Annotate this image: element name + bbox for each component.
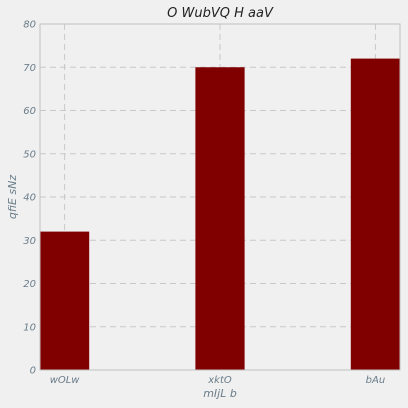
y-tick-label: 70 — [23, 63, 36, 74]
y-tick-label: 20 — [23, 279, 36, 290]
plot-frame — [39, 23, 401, 371]
y-tick-label: 60 — [23, 106, 36, 117]
y-tick-label: 80 — [23, 20, 36, 31]
bar-xktO — [195, 67, 245, 370]
y-tick-label: 50 — [23, 149, 36, 160]
y-axis-label: qfiE sNz — [6, 175, 19, 219]
y-tick-labels: 0 10 20 30 40 50 60 70 80 — [23, 20, 36, 377]
bar-bAu — [350, 58, 400, 370]
y-tick-label: 10 — [23, 322, 36, 333]
x-tick-label: wOLw — [50, 375, 81, 386]
bars — [40, 58, 400, 370]
x-tick-label: xktO — [207, 375, 232, 386]
y-tick-label: 0 — [30, 366, 36, 377]
x-tick-label: bAu — [366, 375, 386, 386]
chart-title: O WubVQ H aaV — [167, 6, 274, 21]
y-tick-label: 30 — [23, 236, 36, 247]
x-tick-labels: wOLw xktO bAu — [50, 375, 385, 386]
y-tick-label: 40 — [23, 193, 36, 204]
x-axis-label: mIjL b — [203, 387, 237, 400]
bar-wOLw — [40, 231, 90, 370]
